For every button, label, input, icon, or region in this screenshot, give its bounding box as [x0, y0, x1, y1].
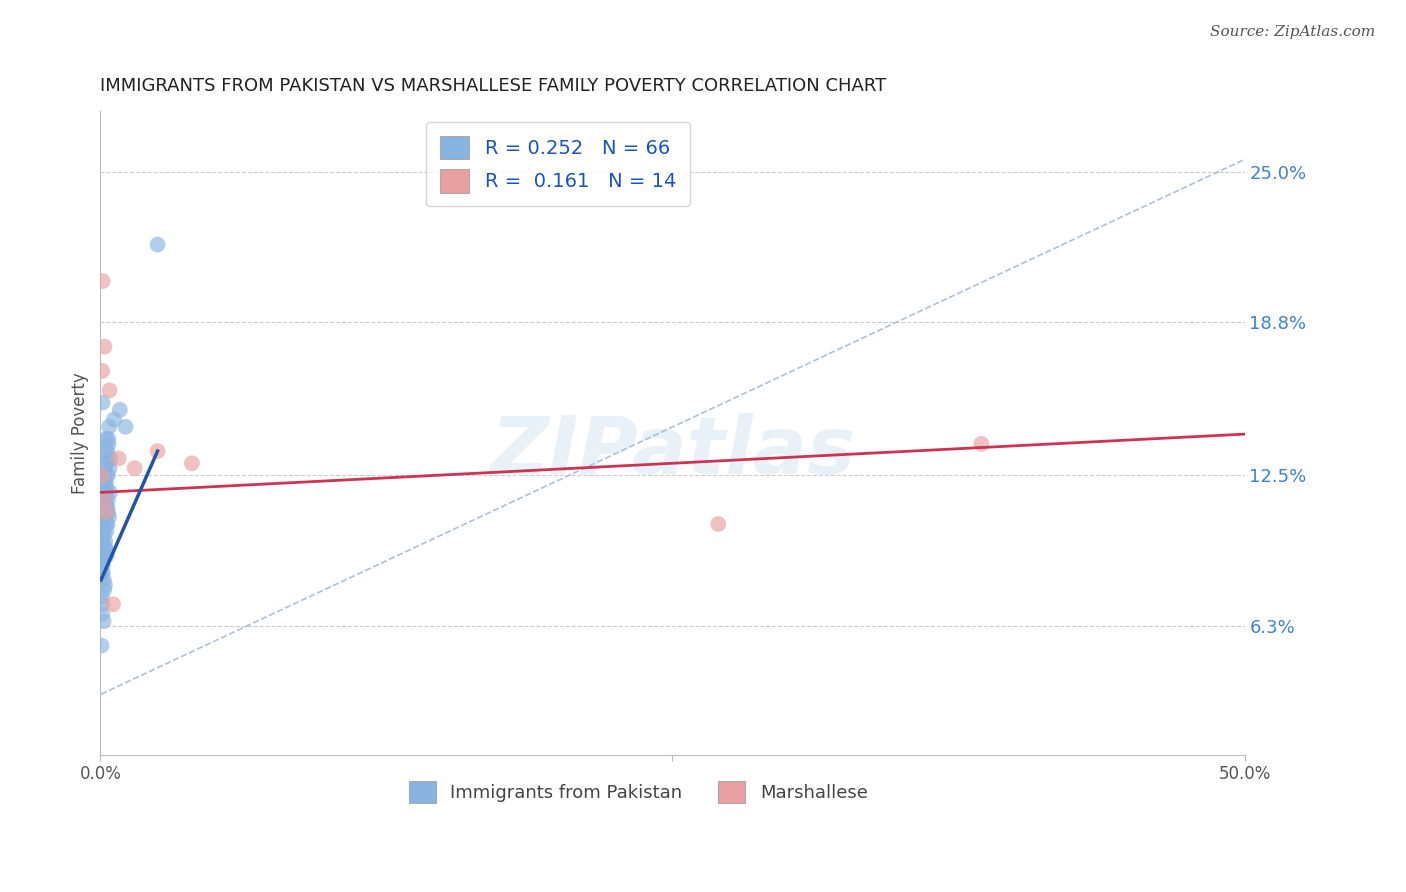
- Point: [96, 481, 118, 495]
- Point: [93, 505, 115, 519]
- Point: [94, 578, 117, 592]
- Point: [101, 597, 124, 611]
- Point: [96, 549, 118, 563]
- Point: [146, 444, 169, 458]
- Point: [90, 505, 112, 519]
- Point: [93, 468, 115, 483]
- Point: [97, 432, 120, 446]
- Point: [96, 456, 118, 470]
- Point: [90, 566, 112, 580]
- Legend: Immigrants from Pakistan, Marshallese: Immigrants from Pakistan, Marshallese: [401, 773, 875, 810]
- Point: [91, 516, 114, 531]
- Point: [98, 384, 121, 398]
- Point: [108, 402, 131, 417]
- Point: [97, 492, 120, 507]
- Point: [94, 541, 117, 556]
- Point: [96, 444, 118, 458]
- Y-axis label: Family Poverty: Family Poverty: [72, 372, 89, 494]
- Point: [94, 492, 117, 507]
- Point: [91, 274, 114, 288]
- Point: [96, 516, 118, 531]
- Point: [94, 505, 117, 519]
- Point: [91, 395, 114, 409]
- Point: [98, 485, 121, 500]
- Point: [94, 534, 117, 549]
- Point: [97, 468, 120, 483]
- Text: IMMIGRANTS FROM PAKISTAN VS MARSHALLESE FAMILY POVERTY CORRELATION CHART: IMMIGRANTS FROM PAKISTAN VS MARSHALLESE …: [100, 78, 887, 95]
- Point: [93, 340, 115, 354]
- Point: [94, 444, 117, 458]
- Point: [94, 475, 117, 490]
- Point: [96, 524, 118, 539]
- Point: [93, 481, 115, 495]
- Point: [94, 509, 117, 524]
- Point: [96, 451, 118, 466]
- Point: [91, 597, 114, 611]
- Point: [107, 451, 129, 466]
- Point: [93, 509, 115, 524]
- Point: [93, 461, 115, 475]
- Point: [91, 534, 114, 549]
- Point: [96, 516, 118, 531]
- Point: [91, 553, 114, 567]
- Point: [98, 461, 121, 475]
- Point: [94, 500, 117, 514]
- Point: [91, 553, 114, 567]
- Text: ZIPatlas: ZIPatlas: [489, 413, 855, 491]
- Text: Source: ZipAtlas.com: Source: ZipAtlas.com: [1209, 25, 1375, 39]
- Point: [91, 492, 114, 507]
- Point: [93, 541, 115, 556]
- Point: [94, 492, 117, 507]
- Point: [98, 509, 121, 524]
- Point: [91, 364, 114, 378]
- Point: [91, 566, 114, 580]
- Point: [100, 451, 122, 466]
- Point: [93, 549, 115, 563]
- Point: [94, 541, 117, 556]
- Point: [90, 639, 112, 653]
- Point: [94, 485, 117, 500]
- Point: [93, 492, 115, 507]
- Point: [91, 492, 114, 507]
- Point: [91, 516, 114, 531]
- Point: [93, 529, 115, 543]
- Point: [98, 419, 121, 434]
- Point: [90, 590, 112, 604]
- Point: [97, 437, 120, 451]
- Point: [93, 524, 115, 539]
- Point: [103, 412, 125, 426]
- Point: [96, 468, 118, 483]
- Point: [707, 516, 730, 531]
- Point: [114, 419, 136, 434]
- Point: [97, 505, 120, 519]
- Point: [93, 573, 115, 587]
- Point: [90, 468, 112, 483]
- Point: [91, 607, 114, 621]
- Point: [146, 237, 169, 252]
- Point: [96, 500, 118, 514]
- Point: [93, 582, 115, 597]
- Point: [94, 432, 117, 446]
- Point: [180, 456, 202, 470]
- Point: [91, 500, 114, 514]
- Point: [93, 614, 115, 628]
- Point: [970, 437, 993, 451]
- Point: [124, 461, 146, 475]
- Point: [91, 529, 114, 543]
- Point: [91, 558, 114, 573]
